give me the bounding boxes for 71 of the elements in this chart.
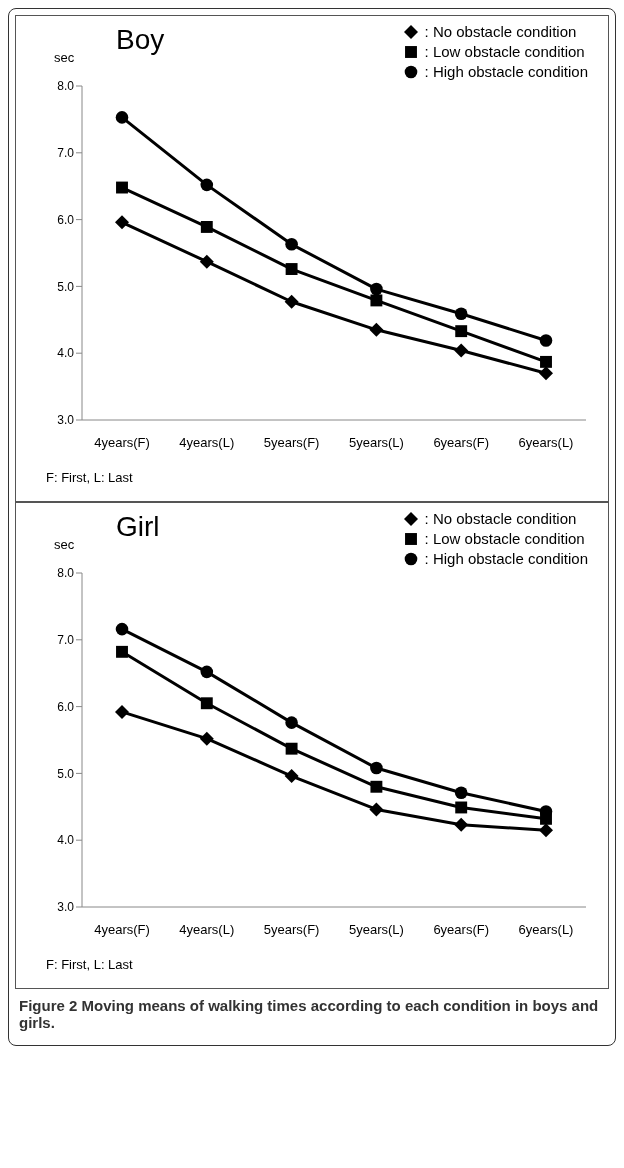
x-tick-label: 5years(F) — [263, 922, 320, 938]
point — [454, 786, 468, 800]
chart-title: Girl — [116, 511, 160, 543]
point — [539, 823, 553, 838]
y-tick-label: 4.0 — [57, 833, 75, 848]
x-tick-label: 5years(L) — [348, 435, 404, 451]
x-tick-label: 6years(F) — [433, 922, 490, 938]
caption: Figure 2 Moving means of walking times according to each condition in boys and girls. — [18, 996, 600, 1033]
y-tick-label: 8.0 — [57, 79, 75, 94]
point — [539, 366, 553, 381]
x-tick-label: 5years(L) — [348, 922, 404, 938]
point — [116, 645, 128, 658]
text: F: First, L: Last — [45, 956, 134, 974]
x-tick-label: 6years(F) — [433, 435, 490, 451]
legend-label: : Low obstacle condition — [424, 529, 585, 549]
y-axis-title: sec — [54, 50, 75, 65]
point — [285, 263, 298, 275]
x-tick-label: 5years(F) — [263, 435, 320, 451]
point — [115, 704, 129, 719]
point — [200, 178, 214, 192]
y-tick-label: 4.0 — [57, 346, 75, 361]
point — [115, 215, 129, 230]
point — [370, 282, 383, 296]
y-tick-label: 3.0 — [57, 413, 75, 428]
x-tick-label: 4years(L) — [179, 435, 235, 451]
point — [200, 221, 213, 233]
point — [539, 334, 553, 347]
legend-label: : No obstacle condition — [424, 22, 577, 42]
point — [285, 742, 298, 755]
point — [284, 294, 299, 309]
y-tick-label: 7.0 — [57, 633, 75, 648]
point — [115, 111, 129, 124]
x-tick-label: 6years(L) — [518, 435, 574, 451]
y-tick-label: 6.0 — [57, 699, 75, 714]
point — [455, 801, 468, 814]
point — [369, 322, 384, 337]
point — [284, 769, 299, 784]
point — [540, 355, 552, 368]
y-tick-label: 6.0 — [57, 212, 75, 227]
point — [454, 307, 468, 321]
point — [199, 731, 214, 746]
x-tick-label: 4years(L) — [179, 922, 235, 938]
point — [285, 716, 298, 729]
y-tick-label: 7.0 — [57, 146, 75, 161]
point — [455, 325, 468, 338]
point — [370, 294, 383, 307]
legend-label: : No obstacle condition — [424, 509, 577, 529]
point — [454, 817, 469, 832]
legend-label: : High obstacle condition — [424, 549, 588, 569]
x-tick-label: 6years(L) — [518, 922, 574, 938]
y-axis-title: sec — [54, 537, 75, 552]
x-tick-label: 4years(F) — [94, 922, 150, 938]
legend-label: : High obstacle condition — [424, 62, 588, 82]
x-tick-label: 4years(F) — [94, 435, 150, 451]
y-tick-label: 5.0 — [57, 279, 75, 294]
legend-label: : Low obstacle condition — [424, 42, 585, 62]
point — [370, 761, 383, 775]
point — [370, 780, 383, 793]
point — [200, 697, 213, 710]
text: F: First, L: Last — [45, 469, 134, 487]
y-tick-label: 5.0 — [57, 766, 75, 781]
point — [115, 622, 129, 636]
point — [116, 181, 128, 194]
y-tick-label: 3.0 — [57, 900, 75, 915]
chart-title: Boy — [116, 24, 165, 56]
point — [200, 665, 214, 679]
point — [454, 343, 469, 358]
point — [199, 254, 214, 269]
point — [285, 238, 298, 251]
point — [369, 802, 384, 817]
y-tick-label: 8.0 — [57, 566, 75, 581]
